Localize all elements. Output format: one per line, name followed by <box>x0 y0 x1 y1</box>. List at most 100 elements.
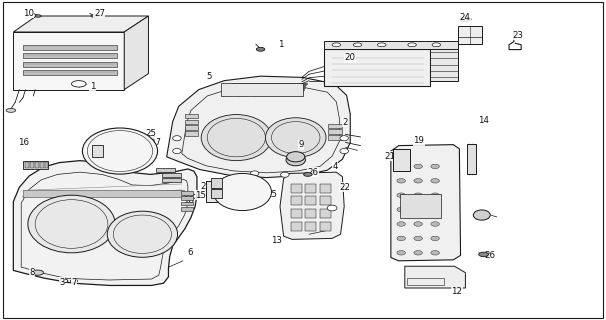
Ellipse shape <box>414 179 422 183</box>
Ellipse shape <box>145 135 155 140</box>
Bar <box>320 184 331 193</box>
Polygon shape <box>280 172 344 239</box>
Bar <box>305 209 316 218</box>
Text: 25: 25 <box>267 190 278 199</box>
Ellipse shape <box>173 148 181 154</box>
Bar <box>23 161 48 169</box>
Ellipse shape <box>397 222 405 226</box>
Polygon shape <box>23 70 117 75</box>
Text: 7: 7 <box>72 278 77 287</box>
Text: 22: 22 <box>339 183 350 192</box>
Ellipse shape <box>414 207 422 212</box>
Ellipse shape <box>281 172 289 177</box>
Bar <box>291 196 302 205</box>
Polygon shape <box>13 161 197 285</box>
Text: 1: 1 <box>278 40 283 49</box>
Ellipse shape <box>287 152 305 162</box>
Bar <box>400 194 441 218</box>
Ellipse shape <box>431 179 439 183</box>
Ellipse shape <box>327 205 337 211</box>
Ellipse shape <box>304 172 312 176</box>
Text: 14: 14 <box>478 116 488 124</box>
Ellipse shape <box>256 47 265 51</box>
Ellipse shape <box>414 164 422 169</box>
Text: 23: 23 <box>512 31 523 40</box>
Ellipse shape <box>107 211 178 257</box>
Text: 25: 25 <box>145 129 156 138</box>
Text: 26: 26 <box>308 168 319 177</box>
Bar <box>291 184 302 193</box>
Text: 26: 26 <box>485 251 496 260</box>
Bar <box>291 209 302 218</box>
Polygon shape <box>23 53 117 58</box>
Text: 16: 16 <box>18 138 29 147</box>
Polygon shape <box>167 76 350 178</box>
Ellipse shape <box>431 236 439 241</box>
Bar <box>211 178 222 188</box>
Ellipse shape <box>397 193 405 197</box>
Bar <box>291 222 302 231</box>
Ellipse shape <box>82 128 158 174</box>
Text: 11: 11 <box>85 147 96 156</box>
Ellipse shape <box>265 118 326 157</box>
Ellipse shape <box>397 207 405 212</box>
Ellipse shape <box>117 149 123 153</box>
Text: 18: 18 <box>183 196 194 205</box>
Bar <box>185 120 198 124</box>
Bar <box>185 125 198 130</box>
Text: 15: 15 <box>195 191 206 200</box>
Ellipse shape <box>340 136 348 141</box>
Ellipse shape <box>59 279 68 283</box>
Bar <box>162 173 181 177</box>
Text: 2: 2 <box>342 118 348 127</box>
Polygon shape <box>405 266 465 288</box>
Bar <box>40 162 44 168</box>
Bar <box>320 196 331 205</box>
Text: 5: 5 <box>206 72 211 81</box>
Ellipse shape <box>397 251 405 255</box>
Text: 27: 27 <box>94 9 105 18</box>
Ellipse shape <box>397 164 405 169</box>
Bar <box>305 184 316 193</box>
Ellipse shape <box>378 43 386 47</box>
Text: 13: 13 <box>271 236 282 245</box>
Bar <box>156 168 175 172</box>
Bar <box>430 49 458 81</box>
Ellipse shape <box>213 173 271 211</box>
Bar <box>35 162 39 168</box>
Ellipse shape <box>414 222 422 226</box>
Polygon shape <box>13 16 148 32</box>
Text: 21: 21 <box>200 182 211 191</box>
Bar <box>328 129 342 134</box>
Bar <box>23 190 184 197</box>
Ellipse shape <box>408 43 416 47</box>
Bar <box>221 83 303 96</box>
Bar <box>181 196 193 200</box>
Ellipse shape <box>28 195 115 253</box>
Text: 6: 6 <box>188 248 193 257</box>
Text: 10: 10 <box>23 9 34 18</box>
Bar <box>185 131 198 136</box>
Ellipse shape <box>414 193 422 197</box>
Ellipse shape <box>332 43 341 47</box>
Text: 9: 9 <box>298 140 304 149</box>
Bar <box>320 209 331 218</box>
Ellipse shape <box>431 193 439 197</box>
Ellipse shape <box>91 15 97 17</box>
Polygon shape <box>23 62 117 67</box>
Bar <box>305 196 316 205</box>
Ellipse shape <box>72 81 86 87</box>
Ellipse shape <box>473 210 490 220</box>
Ellipse shape <box>397 236 405 241</box>
Text: 12: 12 <box>451 287 462 296</box>
Ellipse shape <box>397 179 405 183</box>
Ellipse shape <box>353 43 362 47</box>
Ellipse shape <box>250 171 259 176</box>
Text: 1: 1 <box>90 82 95 91</box>
Text: 9: 9 <box>485 212 490 221</box>
Text: 4: 4 <box>332 162 338 171</box>
Bar <box>181 207 193 211</box>
Ellipse shape <box>414 251 422 255</box>
Ellipse shape <box>286 154 305 166</box>
Ellipse shape <box>431 164 439 169</box>
